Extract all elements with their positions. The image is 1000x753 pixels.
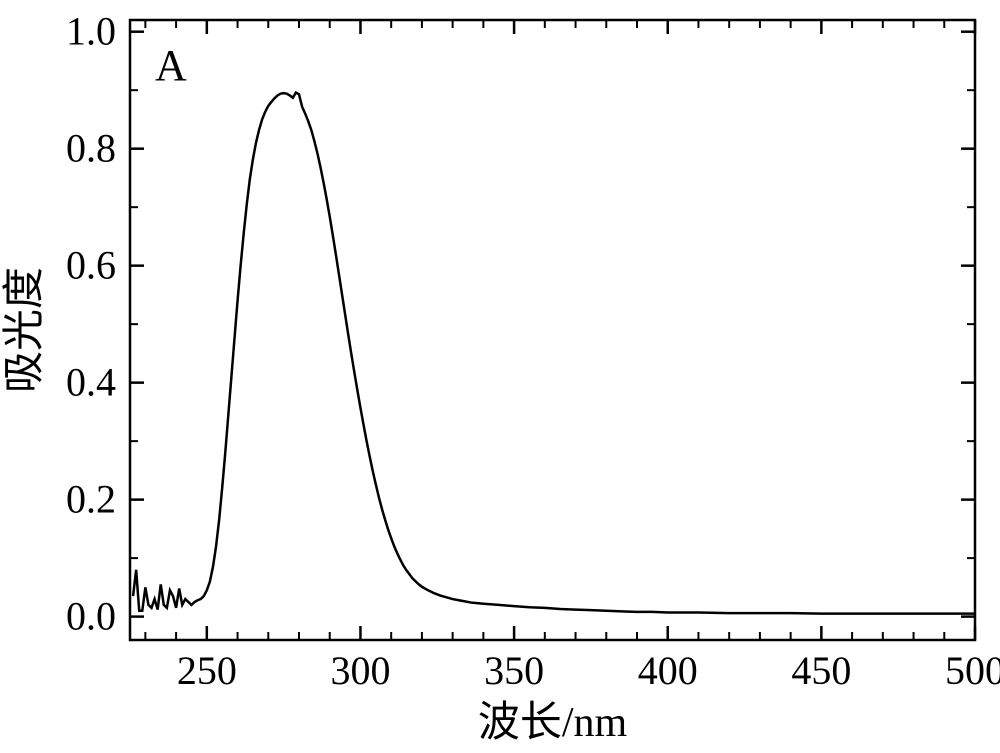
y-axis-label: 吸光度 (2, 267, 48, 393)
x-tick-label: 450 (791, 648, 851, 693)
y-tick-label: 0.8 (66, 126, 116, 171)
x-tick-label: 400 (638, 648, 698, 693)
y-tick-label: 0.2 (66, 477, 116, 522)
chart-svg: 250 300 350 400 450 500 波长/nm 0.0 0.2 0.4 0.6 0.8 1.… (0, 0, 1000, 753)
absorbance-series (133, 93, 975, 614)
x-tick-label: 250 (177, 648, 237, 693)
x-tick-label: 500 (945, 648, 1000, 693)
x-axis-label: 波长/nm (478, 700, 628, 746)
x-tick-label: 300 (330, 648, 390, 693)
panel-label: A (155, 41, 187, 90)
y-tick-label: 1.0 (66, 9, 116, 54)
y-tick-label: 0.0 (66, 594, 116, 639)
absorbance-chart: 250 300 350 400 450 500 波长/nm 0.0 0.2 0.4 0.6 0.8 1.… (0, 0, 1000, 753)
y-tick-label: 0.4 (66, 360, 116, 405)
y-tick-label: 0.6 (66, 243, 116, 288)
x-tick-label: 350 (484, 648, 544, 693)
